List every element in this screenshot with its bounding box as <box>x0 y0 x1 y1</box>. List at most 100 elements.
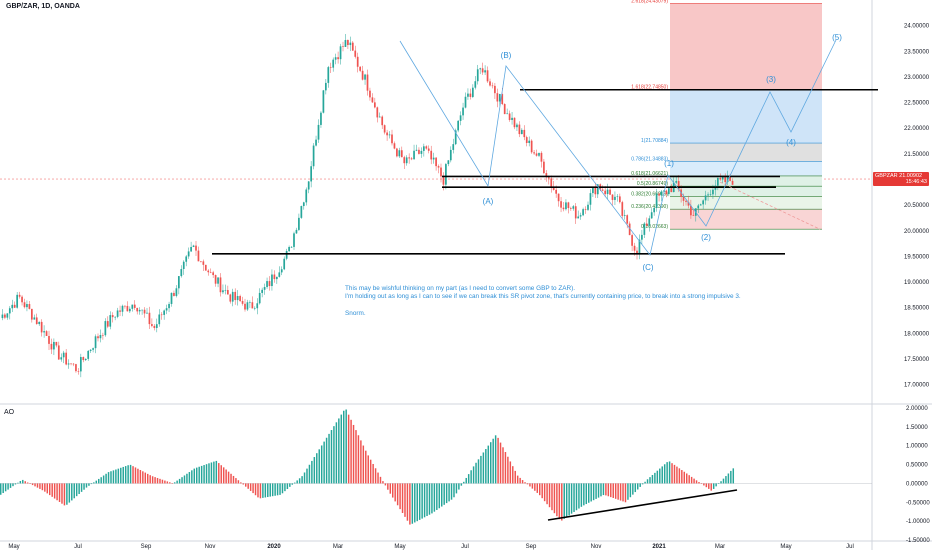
ao-bar <box>166 481 169 484</box>
candle-body <box>347 40 349 46</box>
ao-bar <box>218 463 220 484</box>
candle-body <box>229 294 232 302</box>
ao-bar <box>29 483 31 484</box>
candle-body <box>391 134 393 144</box>
ao-bar <box>693 478 695 484</box>
ao-bar <box>75 483 78 497</box>
candle-body <box>55 341 58 346</box>
candle-body <box>577 216 580 219</box>
ao-bar <box>725 476 727 484</box>
ao-bar <box>46 483 49 494</box>
ao-bar <box>39 483 41 489</box>
candle-body <box>660 191 663 196</box>
candle-body <box>550 178 553 187</box>
ao-bar <box>208 463 210 484</box>
candle-body <box>273 274 276 280</box>
ao-bar <box>36 483 39 488</box>
ao-bar <box>700 483 703 484</box>
candle-body <box>614 196 616 200</box>
candle-body <box>589 193 592 205</box>
ao-bar <box>698 482 700 484</box>
ao-bar <box>659 468 661 484</box>
y-tick-label: 19.00000 <box>904 280 930 286</box>
ao-bar <box>230 473 232 484</box>
candle-body <box>641 234 643 240</box>
fib-label: 1(21.70884) <box>641 138 668 144</box>
ao-bar <box>460 483 463 486</box>
ao-bar <box>274 483 276 496</box>
ao-bar <box>644 481 646 484</box>
ao-bar <box>651 474 654 484</box>
candle-body <box>21 296 23 303</box>
ao-bar <box>227 471 230 484</box>
candle-body <box>638 239 641 254</box>
symbol-title: GBP/ZAR, 1D, OANDA <box>6 3 80 10</box>
ao-bar <box>561 483 563 521</box>
fib-label: 0.5(20.86749) <box>637 181 668 187</box>
ao-bar <box>712 483 715 489</box>
ao-bar <box>622 483 624 502</box>
ao-bar <box>257 483 259 498</box>
ao-bar <box>53 483 56 499</box>
candle-body <box>177 276 180 289</box>
candle-body <box>65 352 68 365</box>
ao-bar <box>374 468 377 484</box>
candle-body <box>89 349 92 351</box>
candle-body <box>413 150 415 160</box>
candle-body <box>92 348 94 350</box>
candle-body <box>415 149 418 151</box>
ao-bar <box>389 483 392 494</box>
candle-body <box>373 102 376 108</box>
candle-body <box>293 233 295 247</box>
candle-body <box>43 331 45 333</box>
idea-note: This may be wishful thinking on my part … <box>345 285 775 318</box>
candle-body <box>38 321 41 325</box>
candle-body <box>430 150 433 160</box>
ao-bar <box>9 483 12 488</box>
ao-bar <box>602 483 605 496</box>
ao-bar <box>558 483 561 520</box>
ao-bar <box>220 465 222 484</box>
ao-bar <box>646 479 649 484</box>
candle-body <box>494 85 496 94</box>
ao-bar <box>68 483 71 503</box>
ao-bar <box>661 466 663 484</box>
price-tag-symbol: GBPZAR <box>875 173 898 179</box>
candle-body <box>153 325 156 329</box>
candle-body <box>469 93 472 97</box>
ao-bar <box>365 450 367 484</box>
ao-bar <box>369 459 372 484</box>
fib-zone <box>670 143 822 162</box>
candle-body <box>692 215 695 216</box>
x-tick-label: May <box>8 544 19 550</box>
ao-bar <box>129 464 132 484</box>
ao-bar <box>132 466 134 484</box>
candle-body <box>275 276 278 280</box>
candle-body <box>653 207 656 213</box>
ao-bar <box>678 468 681 484</box>
candle-body <box>601 189 604 191</box>
ao-bar <box>727 473 730 484</box>
ao-bar <box>624 483 627 503</box>
ao-bar <box>308 464 311 484</box>
candle-body <box>334 57 337 60</box>
ao-bar <box>330 430 333 484</box>
candle-body <box>202 261 205 265</box>
candle-body <box>11 304 14 309</box>
wave-label: (C) <box>642 263 653 272</box>
ao-bar <box>534 483 536 491</box>
candle-body <box>72 363 75 365</box>
ao-bar <box>95 480 98 484</box>
ao-bar <box>296 480 298 484</box>
ao-bar <box>514 470 516 484</box>
ao-bar <box>470 470 472 484</box>
ao-bar <box>428 483 431 515</box>
ao-bar <box>575 483 578 511</box>
ao-bar <box>343 410 345 484</box>
y-tick-label: 22.00000 <box>904 126 930 132</box>
candle-body <box>369 90 371 98</box>
ao-bar <box>438 483 441 509</box>
candles <box>1 33 734 378</box>
x-tick-label: Sep <box>141 544 152 550</box>
candle-body <box>398 150 401 157</box>
